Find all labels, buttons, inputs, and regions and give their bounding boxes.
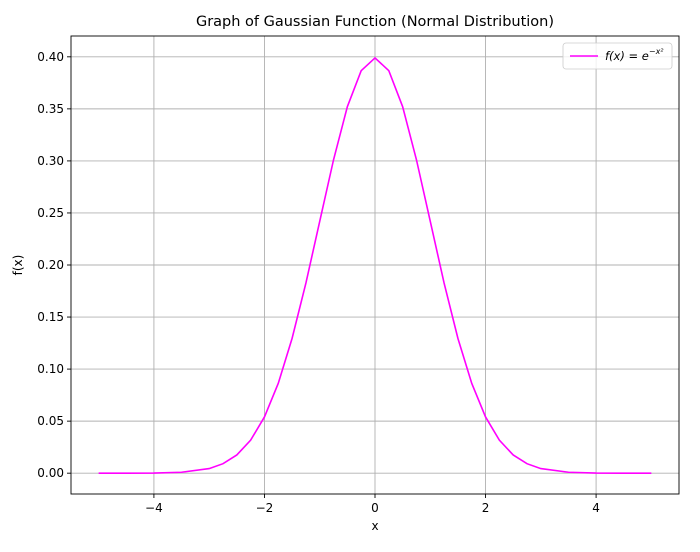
y-tick-label: 0.15 — [37, 310, 64, 324]
axis-ticks: −4 −2 0 2 4 0.00 0.05 0.10 0.15 0.20 0.25 0.30 0.35 0… — [37, 50, 600, 515]
y-tick-label: 0.10 — [37, 362, 64, 376]
x-tick-label: −4 — [145, 501, 163, 515]
y-tick-label: 0.05 — [37, 414, 64, 428]
y-axis-label: f(x) — [11, 255, 25, 276]
legend-label-exponent: −x² — [649, 47, 664, 56]
y-tick-label: 0.00 — [37, 466, 64, 480]
grid — [71, 36, 679, 494]
legend-label-base: f(x) = e — [605, 49, 649, 63]
x-axis-label: x — [371, 519, 378, 533]
y-tick-label: 0.35 — [37, 102, 64, 116]
series-layer — [98, 56, 652, 474]
y-tick-label: 0.40 — [37, 50, 64, 64]
x-tick-label: 2 — [482, 501, 490, 515]
legend-label: f(x) = e−x² — [605, 47, 664, 63]
y-tick-label: 0.25 — [37, 206, 64, 220]
x-tick-label: 4 — [592, 501, 600, 515]
chart-title: Graph of Gaussian Function (Normal Distr… — [196, 14, 554, 30]
legend-box — [562, 42, 673, 70]
x-tick-label: 0 — [371, 501, 379, 515]
y-tick-label: 0.20 — [37, 258, 64, 272]
series-line-gaussian — [98, 56, 652, 474]
y-tick-label: 0.30 — [37, 154, 64, 168]
legend: f(x) = e−x² — [562, 42, 673, 70]
x-tick-label: −2 — [256, 501, 274, 515]
